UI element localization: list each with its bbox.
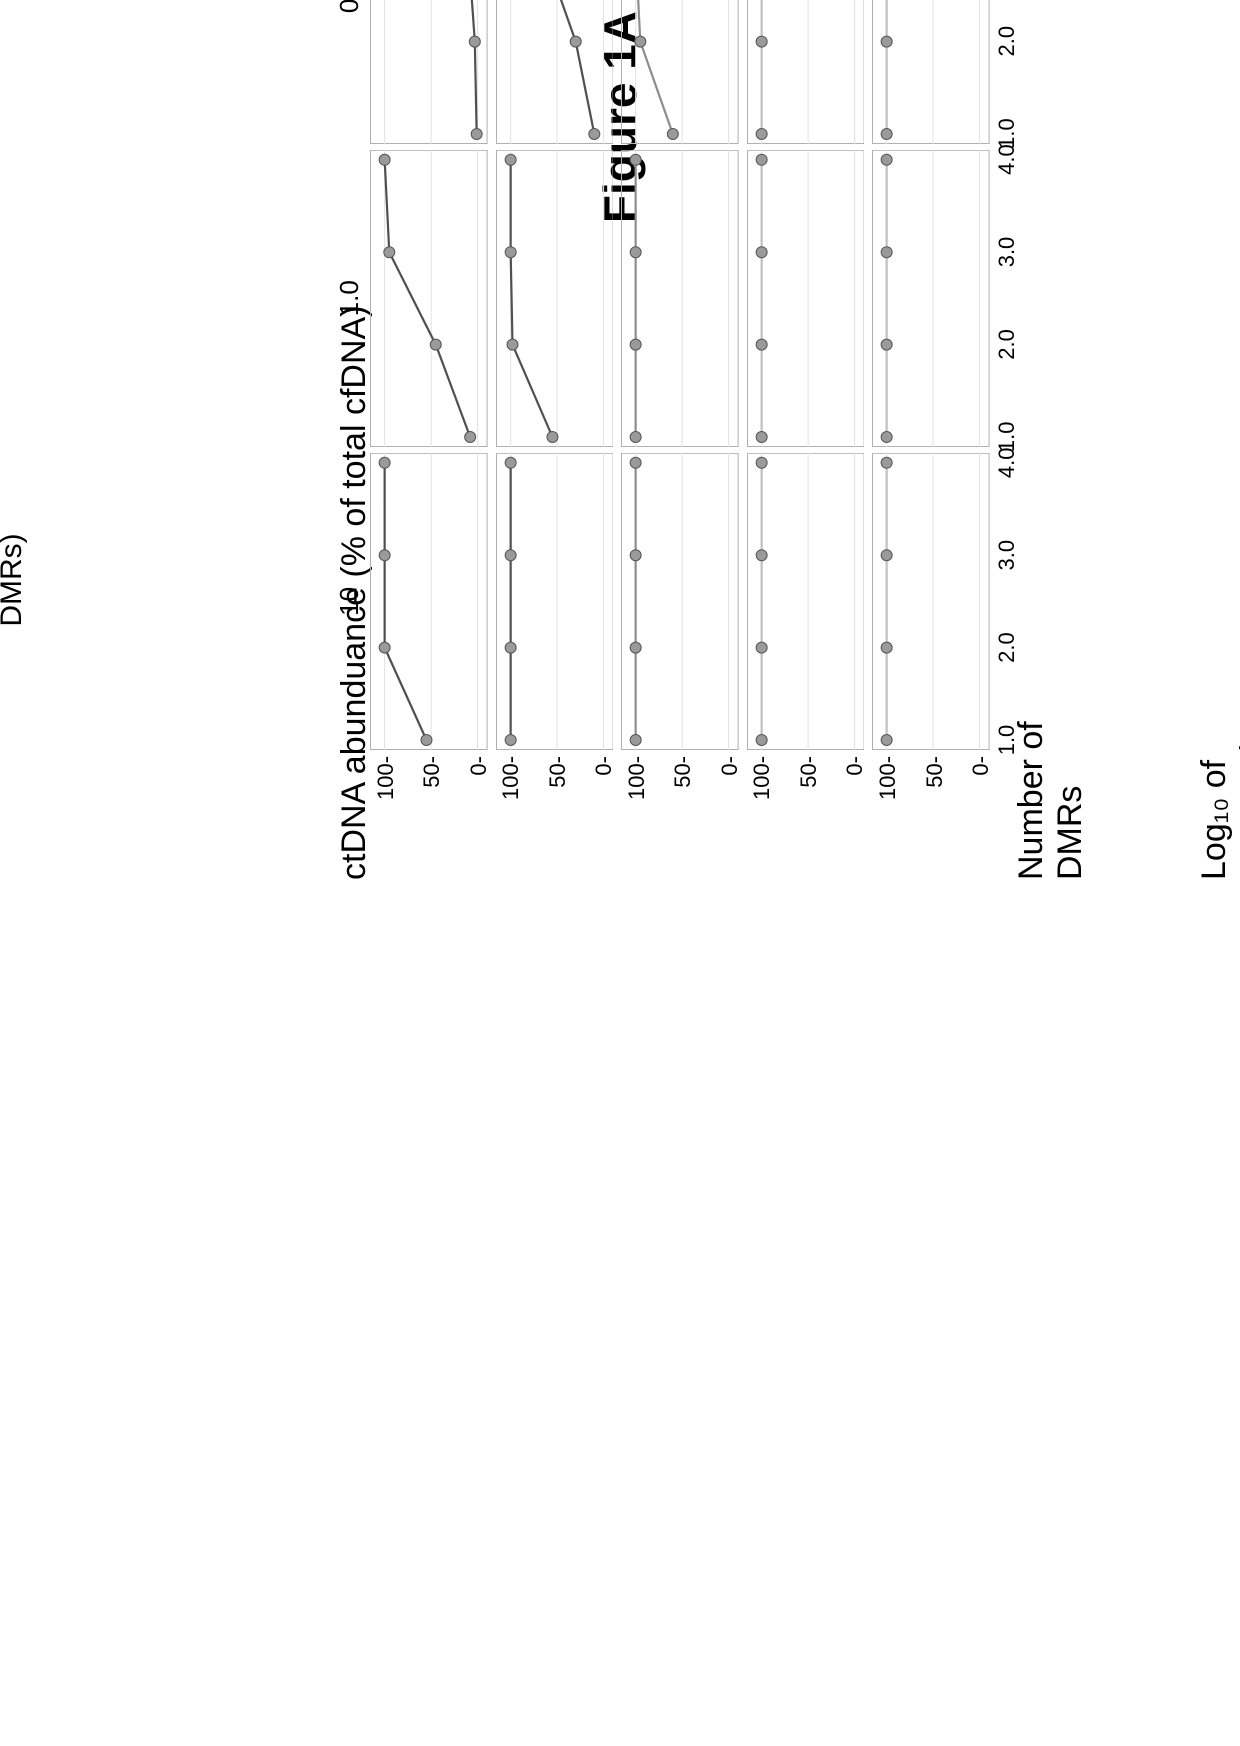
y-axis-title: Probability of detection ≥1 epimutation …	[0, 280, 29, 880]
y-tick-label: 100-	[373, 756, 399, 800]
y-tick-label: 50-	[796, 756, 822, 800]
x-tick-label: 2.0	[994, 326, 1020, 362]
y-tick-label: 0-	[842, 756, 868, 800]
y-tick-label: 100-	[498, 756, 524, 800]
facet-panel	[872, 453, 990, 750]
y-tick-label: 0-	[466, 756, 492, 800]
facet-panel	[747, 150, 865, 447]
facet-panel	[370, 150, 488, 447]
y-tick-label: 0-	[968, 756, 994, 800]
abundance-strip-label: 1.0	[334, 258, 365, 338]
facet-panel	[370, 0, 488, 144]
facet-panel	[872, 150, 990, 447]
x-tick-label: 1.0	[994, 419, 1020, 455]
y-tick-label: 0-	[591, 756, 617, 800]
abundance-strip-label: 10	[334, 561, 365, 641]
facet-panel	[496, 150, 614, 447]
facet-grid: 100-50-100-1.00.10.010.00110-50-100-100-…	[370, 130, 990, 1640]
y-axis-title-text: Probability of detection ≥1 epimutation …	[0, 292, 28, 867]
facet-panel	[872, 0, 990, 144]
facet-panel	[747, 453, 865, 750]
x-axis-title: Log₁₀ of sequencing coverage	[1195, 706, 1240, 880]
y-tick-label: 50-	[922, 756, 948, 800]
facet-panel	[747, 0, 865, 144]
facet-panel	[370, 453, 488, 750]
facet-panel	[621, 453, 739, 750]
x-tick-label: 2.0	[994, 630, 1020, 666]
y-tick-label: 100-	[624, 756, 650, 800]
x-tick-label: 2.0	[994, 23, 1020, 59]
x-tick-label: 3.0	[994, 537, 1020, 573]
facet-panel	[621, 150, 739, 447]
y-tick-label: 100-	[749, 756, 775, 800]
x-tick-label: 3.0	[994, 234, 1020, 270]
y-tick-label: 50-	[419, 756, 445, 800]
y-tick-label: 0-	[717, 756, 743, 800]
abundance-strip-label: 0.1	[334, 0, 365, 35]
y-tick-label: 50-	[670, 756, 696, 800]
facet-panel	[621, 0, 739, 144]
y-tick-label: 50-	[545, 756, 571, 800]
facet-panel	[496, 453, 614, 750]
right-axis-title: Number of DMRs	[1012, 652, 1090, 880]
facet-panel	[496, 0, 614, 144]
y-tick-label: 100-	[875, 756, 901, 800]
x-tick-label: 1.0	[994, 116, 1020, 152]
x-tick-label: 1.0	[994, 722, 1020, 758]
facet-grid-inner: 100-50-100-1.00.10.010.00110-50-100-100-…	[370, 0, 990, 750]
